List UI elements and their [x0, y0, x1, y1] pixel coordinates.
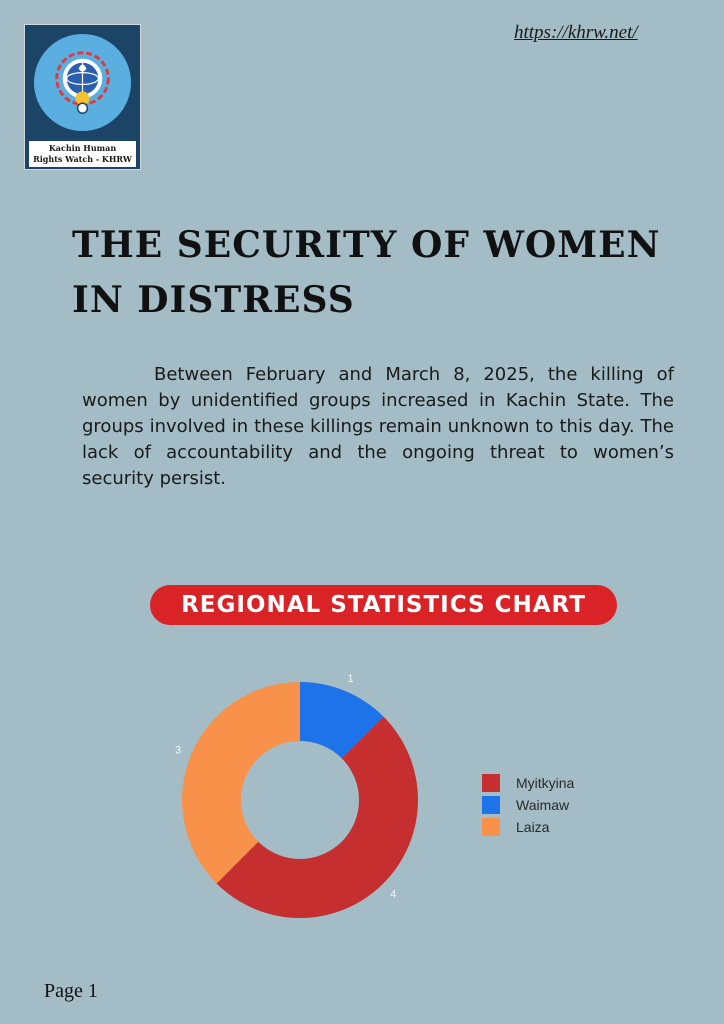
legend-swatch — [482, 774, 500, 792]
legend-item-laiza: Laiza — [482, 816, 574, 838]
legend-label: Laiza — [516, 819, 550, 835]
chart-legend: Myitkyina Waimaw Laiza — [482, 772, 574, 838]
legend-item-waimaw: Waimaw — [482, 794, 574, 816]
legend-swatch — [482, 796, 500, 814]
page-title: THE SECURITY OF WOMEN IN DISTRESS — [72, 218, 672, 328]
page-number: Page 1 — [44, 980, 98, 1002]
data-label-waimaw: 1 — [347, 673, 353, 685]
logo-caption-line2: Rights Watch - KHRW — [33, 154, 132, 164]
legend-label: Myitkyina — [516, 775, 575, 791]
data-label-myitkyina: 4 — [390, 888, 396, 900]
khrw-emblem-icon — [33, 33, 132, 132]
donut-slice-myitkyina — [216, 716, 418, 918]
legend-label: Waimaw — [516, 797, 570, 813]
title-line-1: THE SECURITY OF WOMEN — [72, 224, 661, 266]
intro-paragraph: Between February and March 8, 2025, the … — [82, 364, 674, 489]
logo-caption: Kachin Human Rights Watch - KHRW — [29, 141, 136, 167]
title-line-2: IN DISTRESS — [72, 279, 355, 321]
khrw-logo: Kachin Human Rights Watch - KHRW — [24, 24, 141, 170]
donut-chart: 1 4 3 — [175, 673, 418, 918]
logo-caption-line1: Kachin Human — [48, 143, 117, 153]
legend-item-myitkyina: Myitkyina — [482, 772, 574, 794]
data-label-laiza: 3 — [175, 744, 181, 756]
chart-banner: REGIONAL STATISTICS CHART — [150, 585, 617, 625]
donut-slice-waimaw — [300, 682, 384, 759]
donut-slice-laiza — [182, 682, 300, 884]
legend-swatch — [482, 818, 500, 836]
website-link[interactable]: https://khrw.net/ — [514, 22, 638, 43]
